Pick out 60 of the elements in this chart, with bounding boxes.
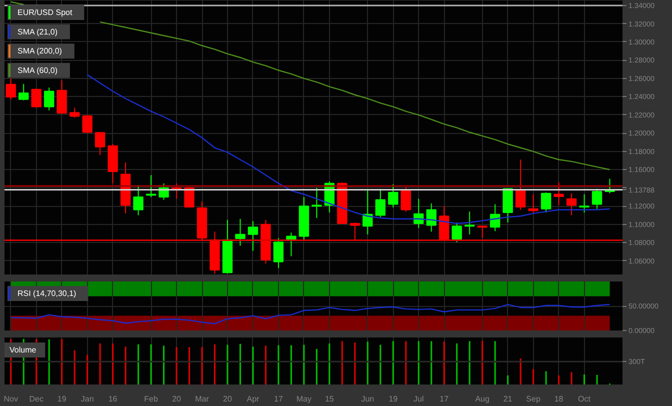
candlestick — [273, 238, 284, 269]
x-tick-label: Sep — [526, 394, 541, 404]
x-tick-label: Apr — [246, 394, 260, 404]
candlestick — [184, 186, 194, 208]
text: Volume — [10, 346, 37, 354]
x-tick-label: 16 — [108, 394, 118, 404]
candlestick — [375, 188, 386, 218]
x-tick-label: Aug — [475, 394, 490, 404]
candlestick — [566, 192, 577, 216]
candlestick — [31, 88, 42, 108]
x-tick-label: 19 — [57, 394, 67, 404]
x-tick-label: Jun — [361, 394, 374, 404]
candlestick — [477, 226, 488, 239]
candlestick — [452, 222, 462, 243]
x-tick-label: May — [296, 394, 312, 404]
x-tick-label: 18 — [554, 394, 564, 404]
x-tick-label: 15 — [324, 394, 334, 404]
x-tick-label: 19 — [388, 394, 398, 404]
x-tick-label: Feb — [144, 394, 158, 404]
candlestick — [400, 186, 411, 212]
x-tick-label: 20 — [172, 394, 182, 404]
x-tick-label: Dec — [29, 394, 44, 404]
candlestick — [592, 188, 602, 210]
candlestick — [235, 218, 246, 246]
candlestick — [579, 194, 590, 213]
x-tick-label: Jul — [414, 394, 424, 404]
candlestick — [94, 132, 106, 156]
candlestick — [248, 220, 258, 252]
line-series — [10, 304, 610, 324]
candlestick — [69, 107, 80, 118]
candlestick — [350, 222, 360, 240]
legend-label: RSI (14,70,30,1) — [18, 289, 77, 298]
x-tick-label: 17 — [440, 394, 450, 404]
candlestick — [515, 159, 526, 210]
candlestick — [502, 188, 513, 224]
legend-label: EUR/USD Spot — [18, 8, 73, 17]
legend-label: SMA (21,0) — [18, 27, 58, 36]
candlestick — [286, 232, 296, 257]
candlestick — [388, 184, 398, 208]
candlestick — [426, 202, 436, 232]
candlestick — [44, 87, 54, 111]
candlestick — [56, 80, 67, 115]
candlestick — [439, 206, 450, 242]
candlestick — [6, 78, 16, 100]
legend-label: SMA (60,0) — [18, 66, 58, 75]
x-tick-label: Nov — [4, 394, 18, 404]
x-tick-label: 21 — [503, 394, 513, 404]
candlestick — [554, 182, 564, 206]
x-tick-label: Mar — [195, 394, 210, 404]
candlestick — [82, 114, 92, 134]
x-tick-label: Oct — [578, 394, 592, 404]
legend-label: SMA (200,0) — [18, 46, 62, 56]
candlestick — [18, 83, 29, 101]
candlestick — [133, 184, 144, 216]
candlestick — [528, 194, 538, 214]
x-tick-label: 20 — [223, 394, 232, 404]
candlestick — [540, 192, 552, 213]
candlestick — [312, 187, 322, 218]
x-tick-label: 17 — [274, 394, 284, 404]
x-tick-label: Jan — [80, 394, 94, 404]
